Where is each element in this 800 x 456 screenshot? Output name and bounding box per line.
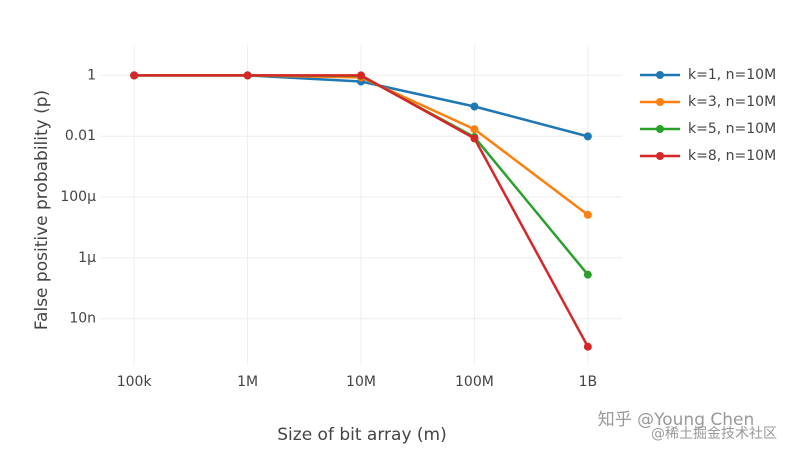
legend-label: k=8, n=10M <box>688 148 776 164</box>
legend-label: k=3, n=10M <box>688 94 776 110</box>
x-tick-label: 1B <box>579 374 598 390</box>
y-tick-label: 1 <box>87 67 96 83</box>
data-point <box>243 71 252 80</box>
y-axis-title: False positive probability (p) <box>32 90 52 330</box>
y-tick-label: 1μ <box>78 250 96 266</box>
data-point <box>470 134 479 143</box>
data-point <box>583 132 592 141</box>
data-point <box>583 210 592 219</box>
watermark: @稀土掘金技术社区 <box>651 426 777 442</box>
x-tick-label: 100M <box>455 374 494 390</box>
legend-label: k=5, n=10M <box>688 121 776 137</box>
y-tick-label: 0.01 <box>65 128 96 144</box>
legend-swatch <box>656 125 664 133</box>
y-tick-label: 100μ <box>60 189 96 205</box>
legend-swatch <box>656 152 664 160</box>
legend-label: k=1, n=10M <box>688 67 776 83</box>
legend-swatch <box>656 71 664 79</box>
x-axis-title: Size of bit array (m) <box>277 425 446 445</box>
data-point <box>130 71 139 80</box>
y-tick-label: 10n <box>69 311 96 327</box>
data-point <box>470 125 479 134</box>
data-point <box>357 71 365 80</box>
x-tick-label: 100k <box>117 374 153 390</box>
legend-swatch <box>656 98 664 106</box>
data-point <box>470 102 479 111</box>
x-tick-label: 10M <box>346 374 376 390</box>
data-point <box>583 270 592 279</box>
watermark: 知乎 @Young Chen <box>598 410 755 430</box>
data-point <box>583 342 592 351</box>
x-tick-label: 1M <box>237 374 258 390</box>
